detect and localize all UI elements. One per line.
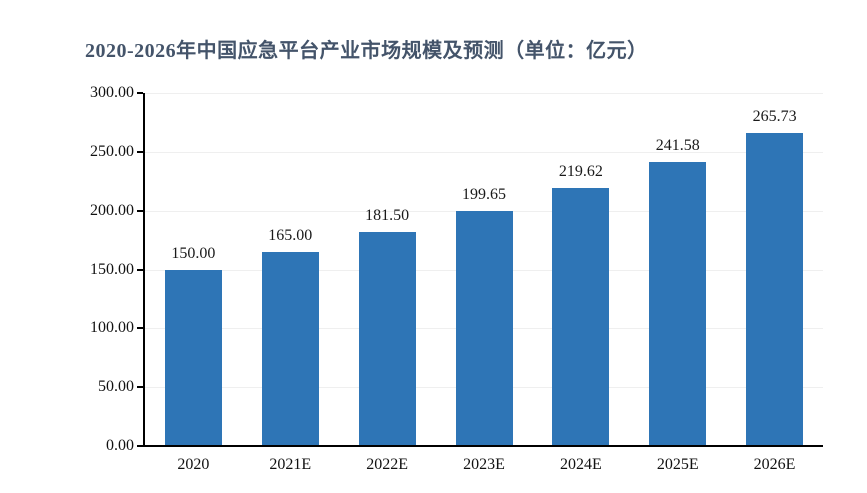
y-tick-mark	[137, 268, 143, 271]
y-tick-mark	[137, 445, 143, 447]
y-tick-label: 150.00	[90, 260, 134, 278]
x-axis-label: 2026E	[753, 456, 796, 473]
x-axis-label: 2024E	[559, 456, 602, 473]
y-tick-mark	[137, 327, 143, 330]
x-axis	[143, 445, 823, 447]
bar	[649, 161, 707, 446]
bar	[164, 269, 222, 446]
x-axis-label: 2020	[177, 456, 210, 473]
bar	[358, 232, 416, 446]
y-tick-label: 250.00	[90, 142, 134, 160]
bar-value-label: 199.65	[461, 186, 506, 204]
bar	[455, 211, 513, 446]
x-axis-label: 2022E	[366, 456, 409, 473]
chart-title: 2020-2026年中国应急平台产业市场规模及预测（单位：亿元）	[85, 40, 648, 62]
bar	[552, 187, 610, 446]
y-tick-label: 50.00	[98, 378, 134, 396]
y-tick-label: 0.00	[106, 437, 134, 454]
bar-value-label: 265.73	[752, 108, 797, 126]
bar	[746, 133, 804, 446]
y-axis	[143, 93, 145, 447]
y-tick-mark	[137, 386, 143, 389]
bar-value-label: 165.00	[268, 226, 313, 244]
gridline	[145, 151, 823, 153]
y-tick-label: 300.00	[90, 84, 134, 101]
bar-value-label: 150.00	[171, 244, 216, 262]
x-axis-label: 2021E	[269, 456, 312, 473]
y-tick-mark	[137, 209, 143, 212]
x-axis-label: 2023E	[463, 456, 505, 473]
bar-value-label: 241.58	[655, 136, 700, 154]
bar	[261, 251, 319, 446]
bar-value-label: 181.50	[365, 207, 410, 225]
y-tick-mark	[137, 92, 143, 94]
y-tick-label: 200.00	[90, 201, 134, 219]
y-tick-mark	[137, 150, 143, 153]
bar-value-label: 219.62	[558, 162, 603, 180]
gridline	[145, 93, 823, 94]
x-axis-label: 2025E	[656, 456, 699, 473]
plot-area: 150.00 165.00 181.50 199.65 219.62 241.58 265.…	[145, 93, 823, 446]
y-tick-label: 100.00	[90, 319, 134, 337]
